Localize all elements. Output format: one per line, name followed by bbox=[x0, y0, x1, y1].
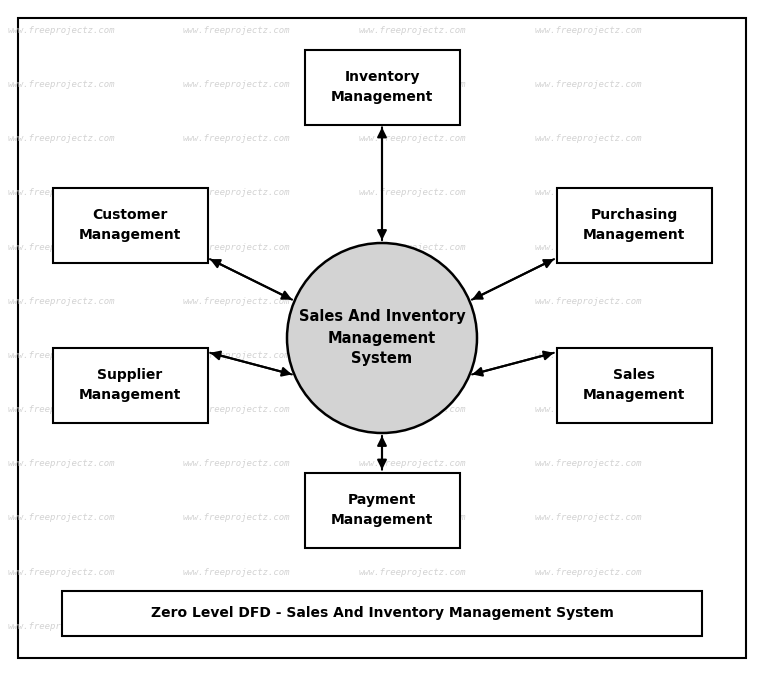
Text: www.freeprojectz.com: www.freeprojectz.com bbox=[359, 621, 466, 631]
Text: www.freeprojectz.com: www.freeprojectz.com bbox=[183, 459, 290, 468]
Text: www.freeprojectz.com: www.freeprojectz.com bbox=[359, 567, 466, 577]
Text: www.freeprojectz.com: www.freeprojectz.com bbox=[535, 297, 642, 306]
Text: Inventory
Management: Inventory Management bbox=[331, 70, 433, 104]
Bar bbox=[556, 188, 711, 263]
Text: www.freeprojectz.com: www.freeprojectz.com bbox=[8, 26, 115, 35]
Text: www.freeprojectz.com: www.freeprojectz.com bbox=[359, 134, 466, 144]
Bar bbox=[53, 188, 208, 263]
Text: www.freeprojectz.com: www.freeprojectz.com bbox=[535, 405, 642, 414]
Text: Purchasing
Management: Purchasing Management bbox=[583, 209, 685, 242]
Text: www.freeprojectz.com: www.freeprojectz.com bbox=[8, 459, 115, 468]
Text: www.freeprojectz.com: www.freeprojectz.com bbox=[359, 80, 466, 89]
Text: www.freeprojectz.com: www.freeprojectz.com bbox=[535, 459, 642, 468]
Circle shape bbox=[287, 243, 477, 433]
Text: www.freeprojectz.com: www.freeprojectz.com bbox=[183, 297, 290, 306]
Text: www.freeprojectz.com: www.freeprojectz.com bbox=[8, 405, 115, 414]
Bar bbox=[305, 473, 459, 548]
Text: www.freeprojectz.com: www.freeprojectz.com bbox=[183, 26, 290, 35]
Text: www.freeprojectz.com: www.freeprojectz.com bbox=[8, 134, 115, 144]
Text: www.freeprojectz.com: www.freeprojectz.com bbox=[183, 80, 290, 89]
Bar bbox=[305, 49, 459, 125]
Text: www.freeprojectz.com: www.freeprojectz.com bbox=[8, 297, 115, 306]
Text: www.freeprojectz.com: www.freeprojectz.com bbox=[183, 567, 290, 577]
Bar bbox=[53, 347, 208, 422]
Text: www.freeprojectz.com: www.freeprojectz.com bbox=[183, 513, 290, 523]
Text: www.freeprojectz.com: www.freeprojectz.com bbox=[359, 351, 466, 360]
Text: Zero Level DFD - Sales And Inventory Management System: Zero Level DFD - Sales And Inventory Man… bbox=[151, 606, 613, 620]
Text: www.freeprojectz.com: www.freeprojectz.com bbox=[359, 297, 466, 306]
Text: www.freeprojectz.com: www.freeprojectz.com bbox=[183, 405, 290, 414]
Text: www.freeprojectz.com: www.freeprojectz.com bbox=[535, 351, 642, 360]
Text: www.freeprojectz.com: www.freeprojectz.com bbox=[535, 513, 642, 523]
Text: www.freeprojectz.com: www.freeprojectz.com bbox=[535, 567, 642, 577]
Text: www.freeprojectz.com: www.freeprojectz.com bbox=[8, 242, 115, 252]
Text: www.freeprojectz.com: www.freeprojectz.com bbox=[535, 621, 642, 631]
Text: www.freeprojectz.com: www.freeprojectz.com bbox=[8, 567, 115, 577]
Text: www.freeprojectz.com: www.freeprojectz.com bbox=[183, 134, 290, 144]
Text: www.freeprojectz.com: www.freeprojectz.com bbox=[8, 621, 115, 631]
Text: www.freeprojectz.com: www.freeprojectz.com bbox=[183, 188, 290, 198]
Text: www.freeprojectz.com: www.freeprojectz.com bbox=[8, 351, 115, 360]
Text: www.freeprojectz.com: www.freeprojectz.com bbox=[183, 351, 290, 360]
Text: www.freeprojectz.com: www.freeprojectz.com bbox=[8, 80, 115, 89]
Text: Payment
Management: Payment Management bbox=[331, 494, 433, 527]
Text: www.freeprojectz.com: www.freeprojectz.com bbox=[183, 621, 290, 631]
Text: www.freeprojectz.com: www.freeprojectz.com bbox=[8, 188, 115, 198]
Text: www.freeprojectz.com: www.freeprojectz.com bbox=[8, 513, 115, 523]
Text: www.freeprojectz.com: www.freeprojectz.com bbox=[359, 242, 466, 252]
Text: www.freeprojectz.com: www.freeprojectz.com bbox=[359, 513, 466, 523]
Text: Sales
Management: Sales Management bbox=[583, 368, 685, 401]
Text: www.freeprojectz.com: www.freeprojectz.com bbox=[359, 405, 466, 414]
Text: www.freeprojectz.com: www.freeprojectz.com bbox=[359, 459, 466, 468]
Text: www.freeprojectz.com: www.freeprojectz.com bbox=[359, 26, 466, 35]
Text: www.freeprojectz.com: www.freeprojectz.com bbox=[359, 188, 466, 198]
Text: www.freeprojectz.com: www.freeprojectz.com bbox=[183, 242, 290, 252]
Text: Supplier
Management: Supplier Management bbox=[79, 368, 181, 401]
Bar bbox=[62, 590, 702, 636]
Text: www.freeprojectz.com: www.freeprojectz.com bbox=[535, 80, 642, 89]
Text: Sales And Inventory
Management
System: Sales And Inventory Management System bbox=[299, 309, 465, 366]
Text: www.freeprojectz.com: www.freeprojectz.com bbox=[535, 134, 642, 144]
Text: www.freeprojectz.com: www.freeprojectz.com bbox=[535, 26, 642, 35]
Bar bbox=[556, 347, 711, 422]
Text: Customer
Management: Customer Management bbox=[79, 209, 181, 242]
Text: www.freeprojectz.com: www.freeprojectz.com bbox=[535, 242, 642, 252]
Text: www.freeprojectz.com: www.freeprojectz.com bbox=[535, 188, 642, 198]
